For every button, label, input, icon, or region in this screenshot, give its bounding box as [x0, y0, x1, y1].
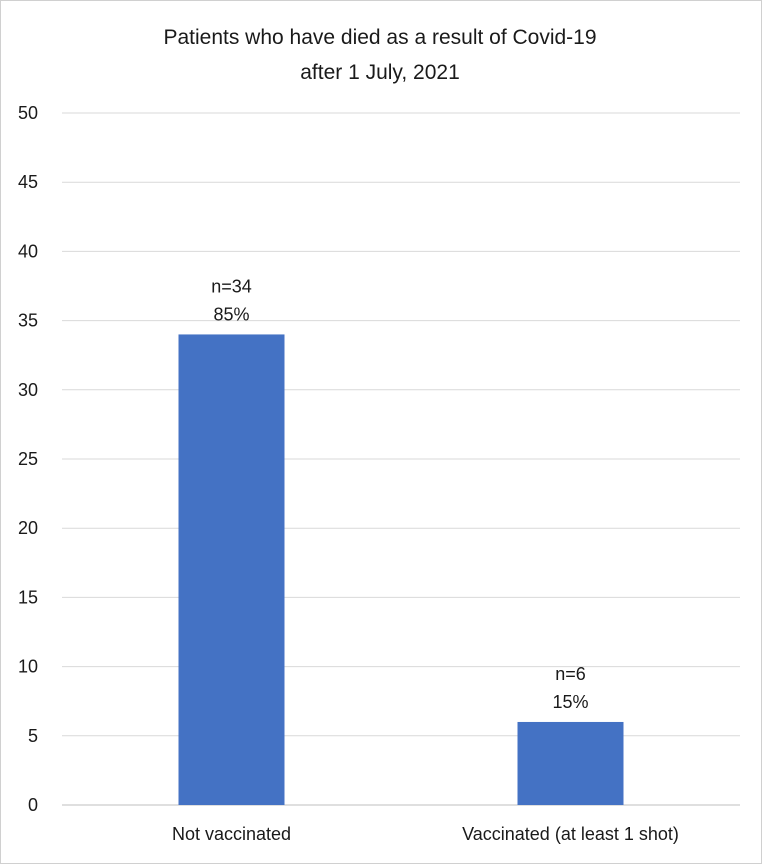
y-axis-ticks: 0 5 10 15 20 25 30 35 40 45 50	[18, 103, 38, 815]
y-tick-label: 45	[18, 172, 38, 192]
y-tick-label: 5	[28, 726, 38, 746]
y-tick-label: 15	[18, 587, 38, 607]
data-labels: n=34 85% n=6 15%	[211, 276, 588, 712]
y-tick-label: 50	[18, 103, 38, 123]
y-tick-label: 35	[18, 311, 38, 331]
y-tick-label: 10	[18, 657, 38, 677]
gridlines	[62, 112, 740, 806]
bars	[178, 334, 624, 805]
data-label-percent: 85%	[213, 304, 249, 324]
chart-title-line-1: Patients who have died as a result of Co…	[163, 26, 596, 49]
y-tick-label: 30	[18, 380, 38, 400]
data-label-percent: 15%	[552, 692, 588, 712]
x-axis-categories: Not vaccinated Vaccinated (at least 1 sho…	[172, 824, 679, 844]
y-tick-label: 25	[18, 449, 38, 469]
y-tick-label: 40	[18, 241, 38, 261]
bar-vaccinated	[517, 721, 624, 805]
x-category-label: Vaccinated (at least 1 shot)	[462, 824, 679, 844]
chart-title-line-2: after 1 July, 2021	[300, 61, 460, 84]
data-label-count: n=6	[555, 664, 586, 684]
bar-not-vaccinated	[178, 334, 285, 805]
x-category-label: Not vaccinated	[172, 824, 291, 844]
y-tick-label: 0	[28, 795, 38, 815]
data-label-count: n=34	[211, 276, 252, 296]
y-tick-label: 20	[18, 518, 38, 538]
